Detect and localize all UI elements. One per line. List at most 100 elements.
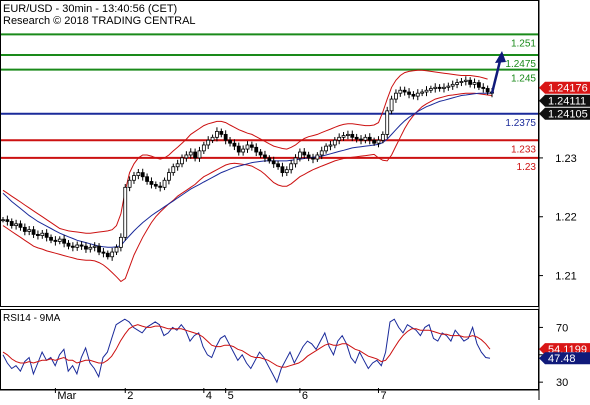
candle-body [219, 131, 224, 135]
candle-body [232, 142, 237, 147]
candle-body [311, 157, 315, 160]
candle-body [184, 154, 189, 159]
candle-body [132, 175, 136, 181]
level-label-2: 1.245 [511, 74, 536, 85]
candle-body [14, 223, 18, 226]
candle-body [36, 233, 40, 236]
candle-body [228, 139, 232, 144]
chart-header-line2: Research © 2018 TRADING CENTRAL [3, 15, 196, 27]
candle-body [66, 242, 71, 247]
candle-body [136, 172, 141, 176]
candle-body [297, 151, 302, 159]
candle-body [433, 86, 438, 89]
bollinger-bands [2, 69, 493, 283]
candle-body [389, 98, 394, 112]
level-label-3: 1.2375 [505, 118, 536, 129]
rsi-panel-title: RSI14 - 9MA [3, 313, 61, 324]
candle-body [437, 86, 442, 89]
rsi-tick-label: 30 [556, 377, 568, 389]
candle-body [22, 226, 27, 232]
candle-body [162, 179, 167, 188]
candle-body [44, 232, 49, 238]
moving-average-line [2, 92, 492, 248]
price-tag-bg [539, 94, 590, 107]
candle-body [293, 157, 298, 165]
candle-body [180, 157, 184, 165]
candle-body [324, 145, 328, 152]
candle-body [477, 82, 481, 88]
candle-body [40, 232, 45, 236]
price-tick-label: 1.23 [555, 153, 576, 165]
candle-body [105, 252, 110, 258]
candle-body [153, 183, 158, 187]
candle-body [18, 223, 23, 228]
bollinger-lower-line [2, 92, 493, 283]
x-tick-label: 6 [302, 390, 308, 400]
rsi-tag-bg [539, 343, 590, 356]
candle-body [271, 160, 276, 165]
candle-body [280, 166, 285, 174]
candle-body [420, 91, 425, 94]
candle-body [319, 150, 324, 156]
rsi-series-0 [2, 318, 491, 384]
candle-body [197, 150, 202, 159]
level-label-1: 1.2475 [505, 59, 536, 70]
rsi-tag-bg [539, 352, 590, 365]
candle-body [236, 145, 241, 153]
candle-body [359, 138, 363, 141]
price-tag-label: 1.24176 [548, 83, 588, 95]
candle-body [289, 163, 294, 171]
candle-body [380, 133, 385, 141]
candle-body [171, 166, 176, 174]
x-tick-label: 7 [380, 390, 386, 400]
candle-body [210, 136, 215, 141]
candle-body [84, 245, 88, 250]
candle-body [223, 133, 228, 141]
candle-body [284, 169, 289, 174]
candle-body [394, 92, 398, 100]
candle-body [1, 219, 5, 222]
candle-body [145, 176, 149, 182]
rsi-tick-label: 70 [556, 322, 568, 334]
candle-body [258, 151, 263, 156]
forecast-arrow-head [495, 50, 506, 63]
bollinger-upper-line [2, 69, 488, 234]
candle-body [398, 89, 403, 94]
candle-body [372, 139, 377, 144]
candle-body [127, 179, 132, 188]
rsi-series-1 [2, 324, 491, 368]
x-tick-label: 2 [127, 390, 133, 400]
price-y-ticks: 1.21 1.22 1.23 [539, 153, 577, 283]
rsi-tag-label: 47.48 [548, 353, 576, 365]
price-tick-label: 1.22 [555, 212, 576, 224]
candle-body [411, 93, 416, 97]
rsi-lines [2, 318, 491, 384]
candle-body [188, 151, 193, 156]
candle-body [337, 136, 342, 141]
candle-body [350, 133, 355, 138]
candle-body [481, 86, 486, 89]
price-tag-label: 1.24105 [548, 109, 588, 121]
candle-body [267, 157, 272, 162]
candle-body [206, 139, 211, 146]
candle-body [354, 136, 359, 140]
candle-body [459, 81, 464, 84]
candle-body [31, 229, 36, 235]
candle-body [249, 144, 254, 148]
candle-body [328, 144, 333, 147]
candle-body [442, 86, 446, 89]
x-tick-label: 4 [206, 390, 212, 400]
candle-body [9, 221, 14, 226]
candle-body [463, 79, 468, 82]
candle-body [27, 229, 32, 232]
candle-body [315, 154, 320, 160]
level-label-0: 1.251 [511, 38, 536, 49]
candle-body [193, 151, 198, 159]
candles [1, 76, 494, 261]
price-tick-label: 1.21 [555, 271, 576, 283]
candle-body [149, 181, 154, 185]
candle-body [241, 148, 246, 153]
